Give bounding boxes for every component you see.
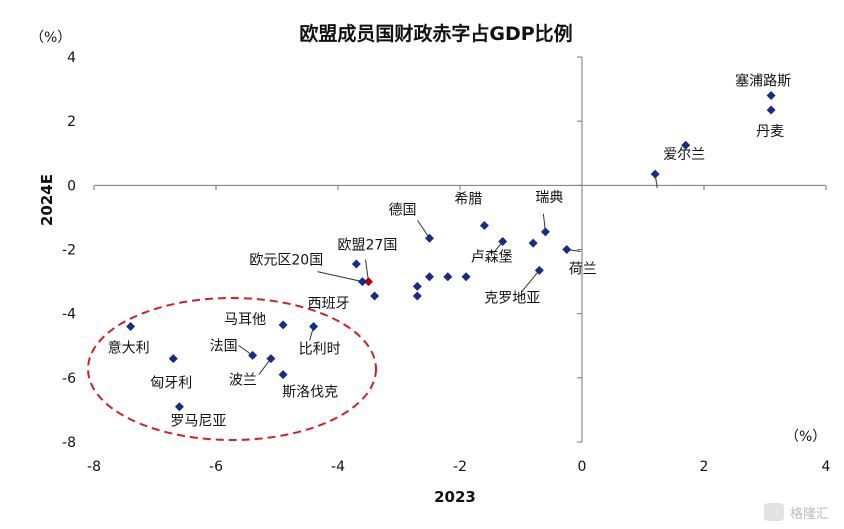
data-label: 荷兰 xyxy=(569,262,597,278)
x-unit-label: （%） xyxy=(785,429,826,445)
data-point xyxy=(425,233,434,243)
data-point xyxy=(461,272,471,282)
data-points xyxy=(126,91,776,412)
x-tick-label: 2 xyxy=(700,459,709,475)
data-point xyxy=(540,227,550,237)
watermark: 格隆汇 xyxy=(764,503,829,522)
y-axis-title: 2024E xyxy=(38,174,56,226)
data-point xyxy=(528,238,538,248)
data-point xyxy=(248,350,258,360)
y-tick-label: 0 xyxy=(67,178,76,194)
x-tick-label: 0 xyxy=(578,459,587,475)
data-label: 瑞典 xyxy=(535,190,563,206)
y-tick-label: 2 xyxy=(67,114,76,130)
data-point xyxy=(443,272,453,282)
data-label: 卢森堡 xyxy=(471,249,513,265)
data-point xyxy=(364,277,373,287)
data-point xyxy=(534,265,544,275)
axes: -8 -6 -4 -2 0 2 4 4 2 0 -2 -4 -6 -8 xyxy=(62,50,831,475)
label-leader-line xyxy=(417,219,430,239)
data-point xyxy=(309,322,319,331)
watermark-text: 格隆汇 xyxy=(790,506,829,522)
data-label: 欧元区20国 xyxy=(249,253,323,269)
x-axis-title: 2023 xyxy=(434,488,476,506)
data-point xyxy=(412,281,422,291)
data-label: 德国 xyxy=(389,202,417,218)
data-point xyxy=(278,370,288,380)
data-label: 匈牙利 xyxy=(150,376,192,392)
data-label: 希腊 xyxy=(454,191,482,207)
x-tick-label: -8 xyxy=(87,459,101,475)
data-label: 塞浦路斯 xyxy=(735,73,791,90)
data-point xyxy=(650,169,660,179)
data-point xyxy=(766,91,776,100)
data-point xyxy=(412,291,422,301)
data-label: 克罗地亚 xyxy=(484,290,540,306)
data-label: 欧盟27国 xyxy=(338,238,398,254)
data-label: 波兰 xyxy=(229,373,257,389)
data-point xyxy=(266,354,276,364)
data-point xyxy=(278,320,288,330)
data-point xyxy=(168,354,178,364)
data-point xyxy=(174,402,184,412)
data-point xyxy=(681,140,691,150)
chart-title: 欧盟成员国财政赤字占GDP比例 xyxy=(299,22,572,45)
y-unit-label: （%） xyxy=(30,30,71,46)
y-tick-label: 4 xyxy=(67,50,76,66)
data-label: 比利时 xyxy=(299,342,341,358)
data-label: 法国 xyxy=(210,338,238,354)
label-leader-line xyxy=(258,358,272,375)
data-label: 罗马尼亚 xyxy=(170,414,226,430)
y-tick-label: -8 xyxy=(62,435,76,451)
label-leader-line xyxy=(520,270,540,293)
x-tick-label: -2 xyxy=(453,459,467,475)
data-label: 爱尔兰 xyxy=(663,147,705,163)
label-leader-line xyxy=(317,271,363,283)
data-label: 意大利 xyxy=(108,340,150,357)
data-point xyxy=(425,272,434,282)
data-point xyxy=(479,220,489,230)
data-point xyxy=(351,259,361,269)
data-point xyxy=(766,105,776,115)
data-point xyxy=(357,277,367,287)
data-point xyxy=(370,291,380,301)
data-point xyxy=(126,322,136,331)
x-tick-label: 4 xyxy=(822,459,831,475)
highlight-ellipse xyxy=(87,297,377,441)
y-tick-label: -2 xyxy=(62,243,76,259)
data-label: 西班牙 xyxy=(308,296,350,312)
data-label: 斯洛伐克 xyxy=(282,385,338,401)
x-tick-label: -4 xyxy=(331,459,345,475)
y-tick-label: -6 xyxy=(62,371,76,387)
x-tick-label: -6 xyxy=(209,459,223,475)
data-label: 马耳他 xyxy=(224,312,266,328)
data-label: 丹麦 xyxy=(756,124,784,140)
y-tick-label: -4 xyxy=(62,307,76,323)
data-point xyxy=(498,236,508,246)
data-point xyxy=(562,245,572,254)
